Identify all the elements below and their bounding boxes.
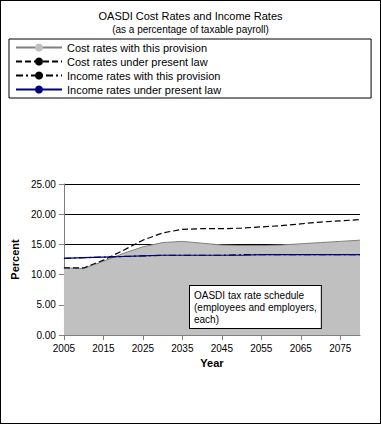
svg-text:25.00: 25.00 [31, 179, 56, 190]
svg-text:OASDI tax rate schedule: OASDI tax rate schedule [194, 290, 304, 301]
svg-text:5.00: 5.00 [36, 299, 56, 310]
svg-text:2005: 2005 [53, 343, 76, 354]
svg-text:OASDI Cost Rates and Income Ra: OASDI Cost Rates and Income Rates [98, 10, 283, 22]
svg-text:0.00: 0.00 [36, 330, 56, 341]
svg-text:(employees and employers,: (employees and employers, [194, 302, 317, 313]
svg-text:Income rates with this provisi: Income rates with this provision [67, 70, 220, 82]
svg-text:Cost rates under present law: Cost rates under present law [67, 56, 208, 68]
svg-text:Year: Year [200, 357, 224, 369]
svg-text:20.00: 20.00 [31, 209, 56, 220]
svg-text:2035: 2035 [171, 343, 194, 354]
svg-text:2055: 2055 [250, 343, 273, 354]
svg-text:2065: 2065 [290, 343, 313, 354]
svg-text:2075: 2075 [329, 343, 352, 354]
svg-text:10.00: 10.00 [31, 269, 56, 280]
svg-text:Cost rates with this provision: Cost rates with this provision [67, 42, 207, 54]
svg-text:Income rates under present law: Income rates under present law [67, 84, 221, 96]
svg-text:Percent: Percent [9, 239, 21, 280]
svg-text:15.00: 15.00 [31, 239, 56, 250]
svg-text:2015: 2015 [92, 343, 115, 354]
svg-text:(as a percentage of taxable pa: (as a percentage of taxable payroll) [112, 24, 269, 35]
svg-text:2025: 2025 [132, 343, 155, 354]
svg-text:2045: 2045 [211, 343, 234, 354]
svg-text:each): each) [194, 314, 219, 325]
